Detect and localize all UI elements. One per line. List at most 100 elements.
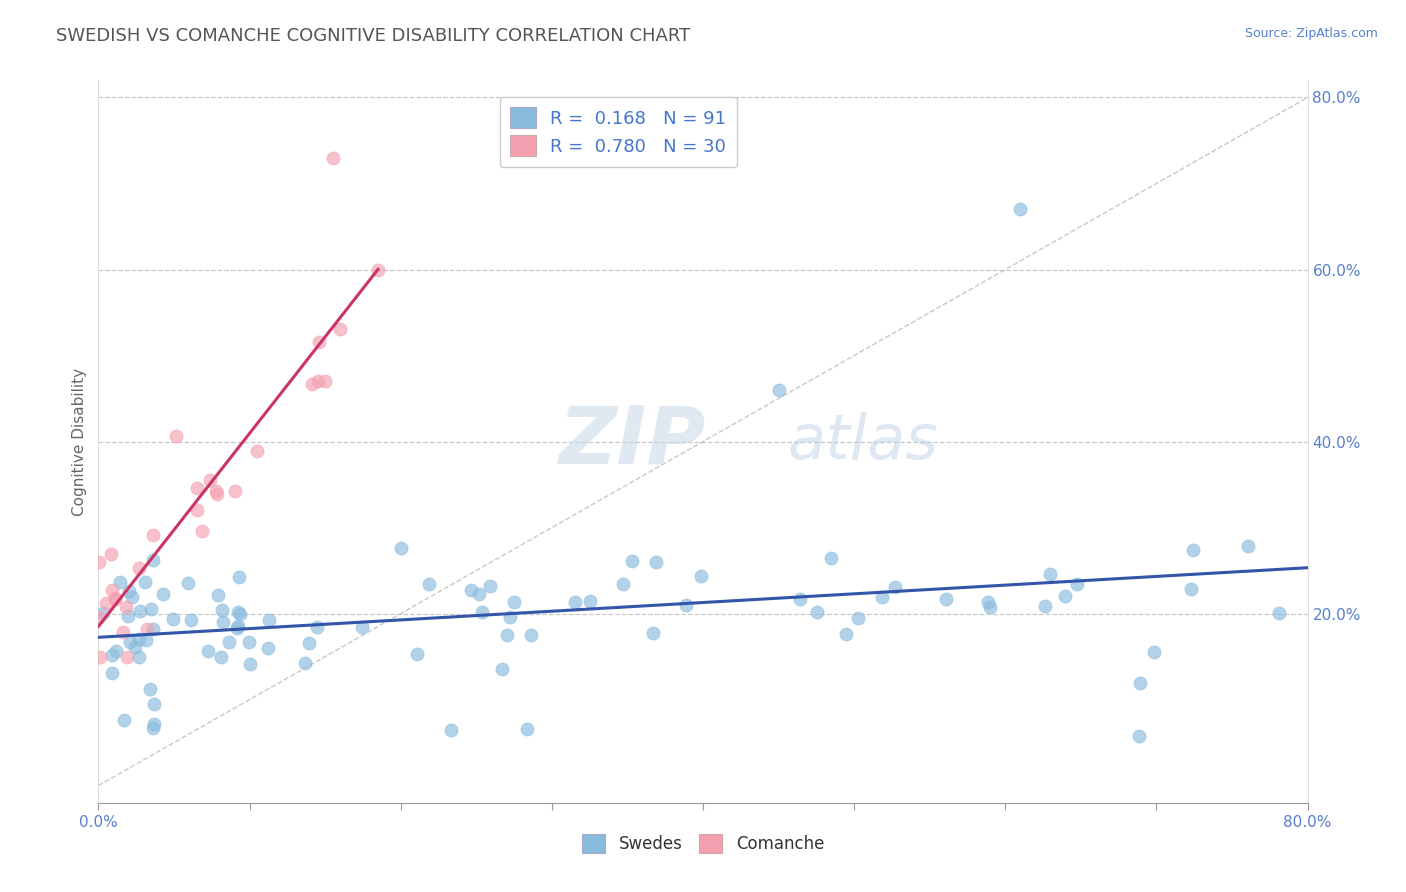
Point (136, 622, 159, 636)
Point (104, 592, 127, 607)
Point (129, 604, 152, 618)
Point (1053, 590, 1076, 604)
Point (128, 649, 150, 664)
Point (238, 635, 260, 649)
Point (228, 570, 250, 584)
Point (128, 561, 150, 575)
Legend: Swedes, Comanche: Swedes, Comanche (575, 827, 831, 860)
Point (621, 553, 644, 567)
Point (675, 598, 697, 612)
Point (496, 628, 519, 642)
Point (789, 592, 811, 607)
Point (165, 429, 187, 443)
Point (516, 722, 538, 736)
Point (228, 619, 250, 633)
Point (418, 576, 440, 591)
Point (564, 595, 586, 609)
Point (124, 640, 146, 655)
Point (117, 584, 139, 599)
Point (218, 635, 240, 649)
Point (207, 588, 229, 602)
Point (350, 620, 373, 634)
Point (112, 713, 135, 727)
Point (471, 605, 494, 619)
Point (298, 636, 321, 650)
Point (1268, 606, 1291, 620)
Point (114, 599, 136, 614)
Point (143, 698, 166, 712)
Point (406, 647, 429, 661)
Point (117, 609, 139, 624)
Point (1181, 543, 1204, 558)
Point (870, 590, 893, 604)
Point (108, 575, 131, 590)
Point (104, 644, 127, 658)
Point (314, 374, 336, 388)
Point (239, 657, 262, 672)
Point (884, 580, 907, 594)
Point (139, 682, 162, 697)
Point (307, 374, 329, 388)
Point (142, 622, 165, 636)
Point (503, 595, 526, 609)
Point (100, 582, 122, 597)
Point (520, 628, 543, 642)
Point (211, 603, 233, 617)
Point (1129, 675, 1152, 690)
Point (115, 649, 138, 664)
Point (1180, 582, 1202, 596)
Point (305, 619, 328, 633)
Point (499, 610, 522, 624)
Point (225, 621, 247, 635)
Point (228, 605, 250, 619)
Point (1010, 202, 1032, 217)
Point (101, 665, 124, 680)
Point (322, 151, 344, 165)
Point (91, 606, 114, 620)
Point (246, 444, 269, 458)
Point (259, 613, 281, 627)
Point (197, 644, 219, 658)
Point (1236, 539, 1258, 553)
Point (1033, 599, 1056, 613)
Point (641, 625, 664, 640)
Point (186, 481, 208, 495)
Point (460, 582, 482, 597)
Point (228, 607, 250, 621)
Point (152, 587, 174, 601)
Point (205, 484, 228, 499)
Point (94, 596, 117, 610)
Point (134, 574, 156, 589)
Point (120, 635, 142, 649)
Point (191, 524, 214, 539)
Point (329, 322, 352, 336)
Point (100, 548, 122, 562)
Point (142, 717, 165, 731)
Point (139, 602, 162, 616)
Point (806, 605, 828, 619)
Point (198, 473, 221, 487)
Point (209, 649, 232, 664)
Point (578, 593, 600, 607)
Point (104, 591, 127, 605)
Point (308, 334, 330, 349)
Point (690, 569, 713, 583)
Point (180, 613, 202, 627)
Point (142, 722, 165, 736)
Point (135, 632, 157, 647)
Point (89, 649, 111, 664)
Point (835, 626, 858, 640)
Point (205, 487, 228, 501)
Point (87, 609, 110, 624)
Point (100, 648, 122, 663)
Point (257, 640, 280, 655)
Point (89, 555, 111, 569)
Text: ZIP: ZIP (558, 402, 706, 481)
Point (111, 625, 134, 640)
Point (1143, 645, 1166, 659)
Point (976, 595, 998, 609)
Point (294, 656, 316, 670)
Point (478, 579, 501, 593)
Point (211, 615, 233, 630)
Point (440, 723, 463, 737)
